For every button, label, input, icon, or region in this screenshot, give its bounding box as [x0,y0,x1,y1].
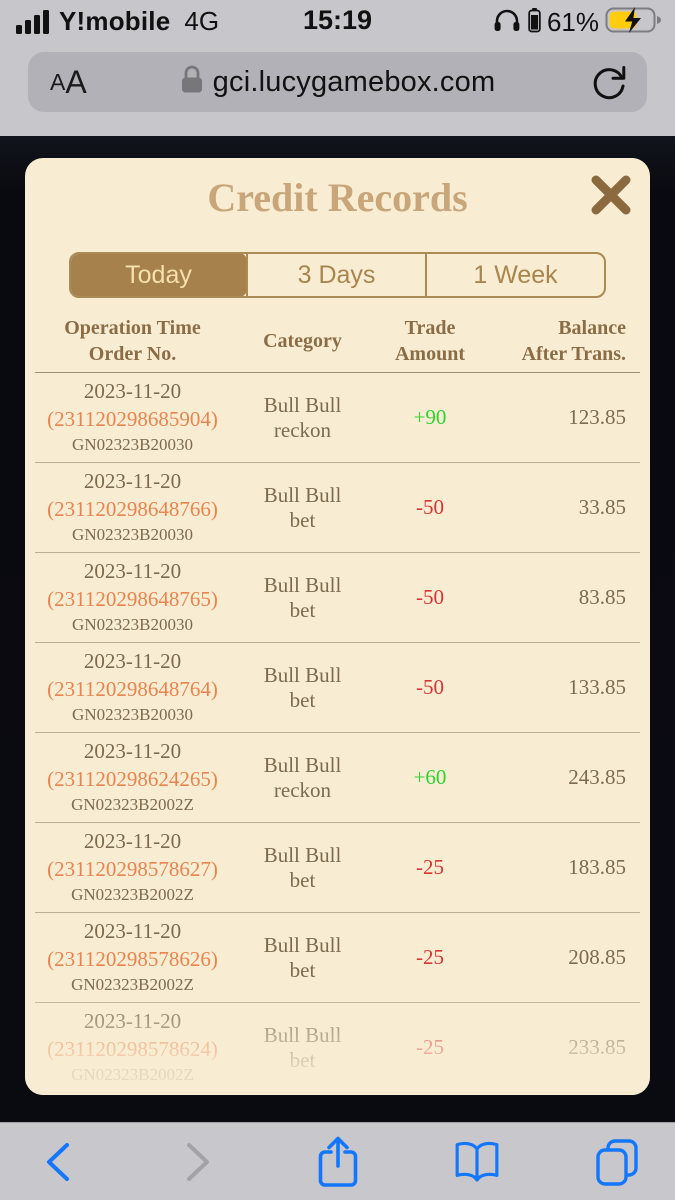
cell-time-order: 2023-11-20 (231120298578626) GN02323B200… [47,919,218,994]
cell-balance: 83.85 [578,585,626,609]
cell-trade-amount: +90 [413,405,447,429]
cell-time-order: 2023-11-20 (231120298648765) GN02323B200… [47,559,218,634]
url-text[interactable]: gci.lucygamebox.com [212,65,496,98]
headphones-battery-icon [528,6,541,39]
table-row: 2023-11-20 (231120298578627) GN02323B200… [35,823,640,913]
battery-charging-icon [605,5,663,40]
back-icon[interactable] [34,1136,82,1188]
table-header-row: Operation Time Order No. Category Trade … [35,310,640,373]
header-category: Category [263,330,342,352]
table-row: 2023-11-20 (231120298648764) GN02323B200… [35,643,640,733]
cell-category: Bull Bull reckon [263,753,342,802]
cell-balance: 208.85 [568,945,626,969]
cell-time-order: 2023-11-20 (231120298578627) GN02323B200… [47,829,218,904]
tab-today[interactable]: Today [71,254,247,296]
lock-icon [180,65,204,99]
network-type-label: 4G [184,6,220,36]
header-trade-amount: Trade Amount [394,317,465,365]
credit-records-modal: Credit Records Today 3 Days 1 Week Opera… [25,158,650,1095]
signal-strength-icon [16,9,49,34]
tabs-icon[interactable] [593,1136,641,1188]
cell-trade-amount: +60 [413,765,447,789]
modal-title: Credit Records [207,175,468,220]
refresh-button[interactable] [589,62,629,102]
bookmarks-icon[interactable] [453,1136,501,1188]
date-range-tabs: Today 3 Days 1 Week [69,252,606,298]
records-table-body: 2023-11-20 (231120298685904) GN02323B200… [35,373,640,1093]
cell-balance: 243.85 [568,765,626,789]
cell-trade-amount: -25 [416,945,444,969]
status-bar: Y!mobile 4G 15:19 61% [0,0,675,40]
cell-category: Bull Bull bet [263,573,342,622]
cell-category: Bull Bull bet [263,1023,342,1072]
table-row: 2023-11-20 (231120298578626) GN02323B200… [35,913,640,1003]
records-table: Operation Time Order No. Category Trade … [35,310,640,1093]
cell-category: Bull Bull reckon [263,393,342,442]
cell-time-order: 2023-11-20 (231120298685904) GN02323B200… [47,379,218,454]
table-row: 2023-11-20 (231120298648766) GN02323B200… [35,463,640,553]
cell-trade-amount: -50 [416,585,444,609]
cell-balance: 183.85 [568,855,626,879]
cell-time-order: 2023-11-20 (231120298648766) GN02323B200… [47,469,218,544]
cell-balance: 233.85 [568,1035,626,1059]
table-row: 2023-11-20 (231120298578624) GN02323B200… [35,1003,640,1093]
browser-bottom-toolbar [0,1122,675,1200]
cell-balance: 133.85 [568,675,626,699]
table-row: 2023-11-20 (231120298685904) GN02323B200… [35,373,640,463]
tab-1-week[interactable]: 1 Week [425,254,604,296]
cell-category: Bull Bull bet [263,933,342,982]
close-icon[interactable] [586,170,636,220]
cell-trade-amount: -50 [416,675,444,699]
cell-category: Bull Bull bet [263,843,342,892]
share-icon[interactable] [314,1136,362,1188]
cell-time-order: 2023-11-20 (231120298648764) GN02323B200… [47,649,218,724]
table-row: 2023-11-20 (231120298624265) GN02323B200… [35,733,640,823]
cell-balance: 123.85 [568,405,626,429]
cell-balance: 33.85 [578,495,626,519]
header-operation-time: Operation Time Order No. [64,317,201,365]
table-row: 2023-11-20 (231120298648765) GN02323B200… [35,553,640,643]
cell-time-order: 2023-11-20 (231120298624265) GN02323B200… [47,739,218,814]
battery-percent-label: 61% [546,7,599,37]
forward-icon[interactable] [174,1136,222,1188]
clock-label: 15:19 [302,5,373,35]
cell-time-order: 2023-11-20 (231120298578624) GN02323B200… [47,1009,218,1084]
header-balance: Balance After Trans. [521,317,626,365]
cell-trade-amount: -25 [416,855,444,879]
tab-3-days[interactable]: 3 Days [246,254,425,296]
headphones-icon [492,5,522,40]
carrier-label: Y!mobile [59,6,171,36]
cell-category: Bull Bull bet [263,483,342,532]
cell-trade-amount: -25 [416,1035,444,1059]
cell-trade-amount: -50 [416,495,444,519]
cell-category: Bull Bull bet [263,663,342,712]
